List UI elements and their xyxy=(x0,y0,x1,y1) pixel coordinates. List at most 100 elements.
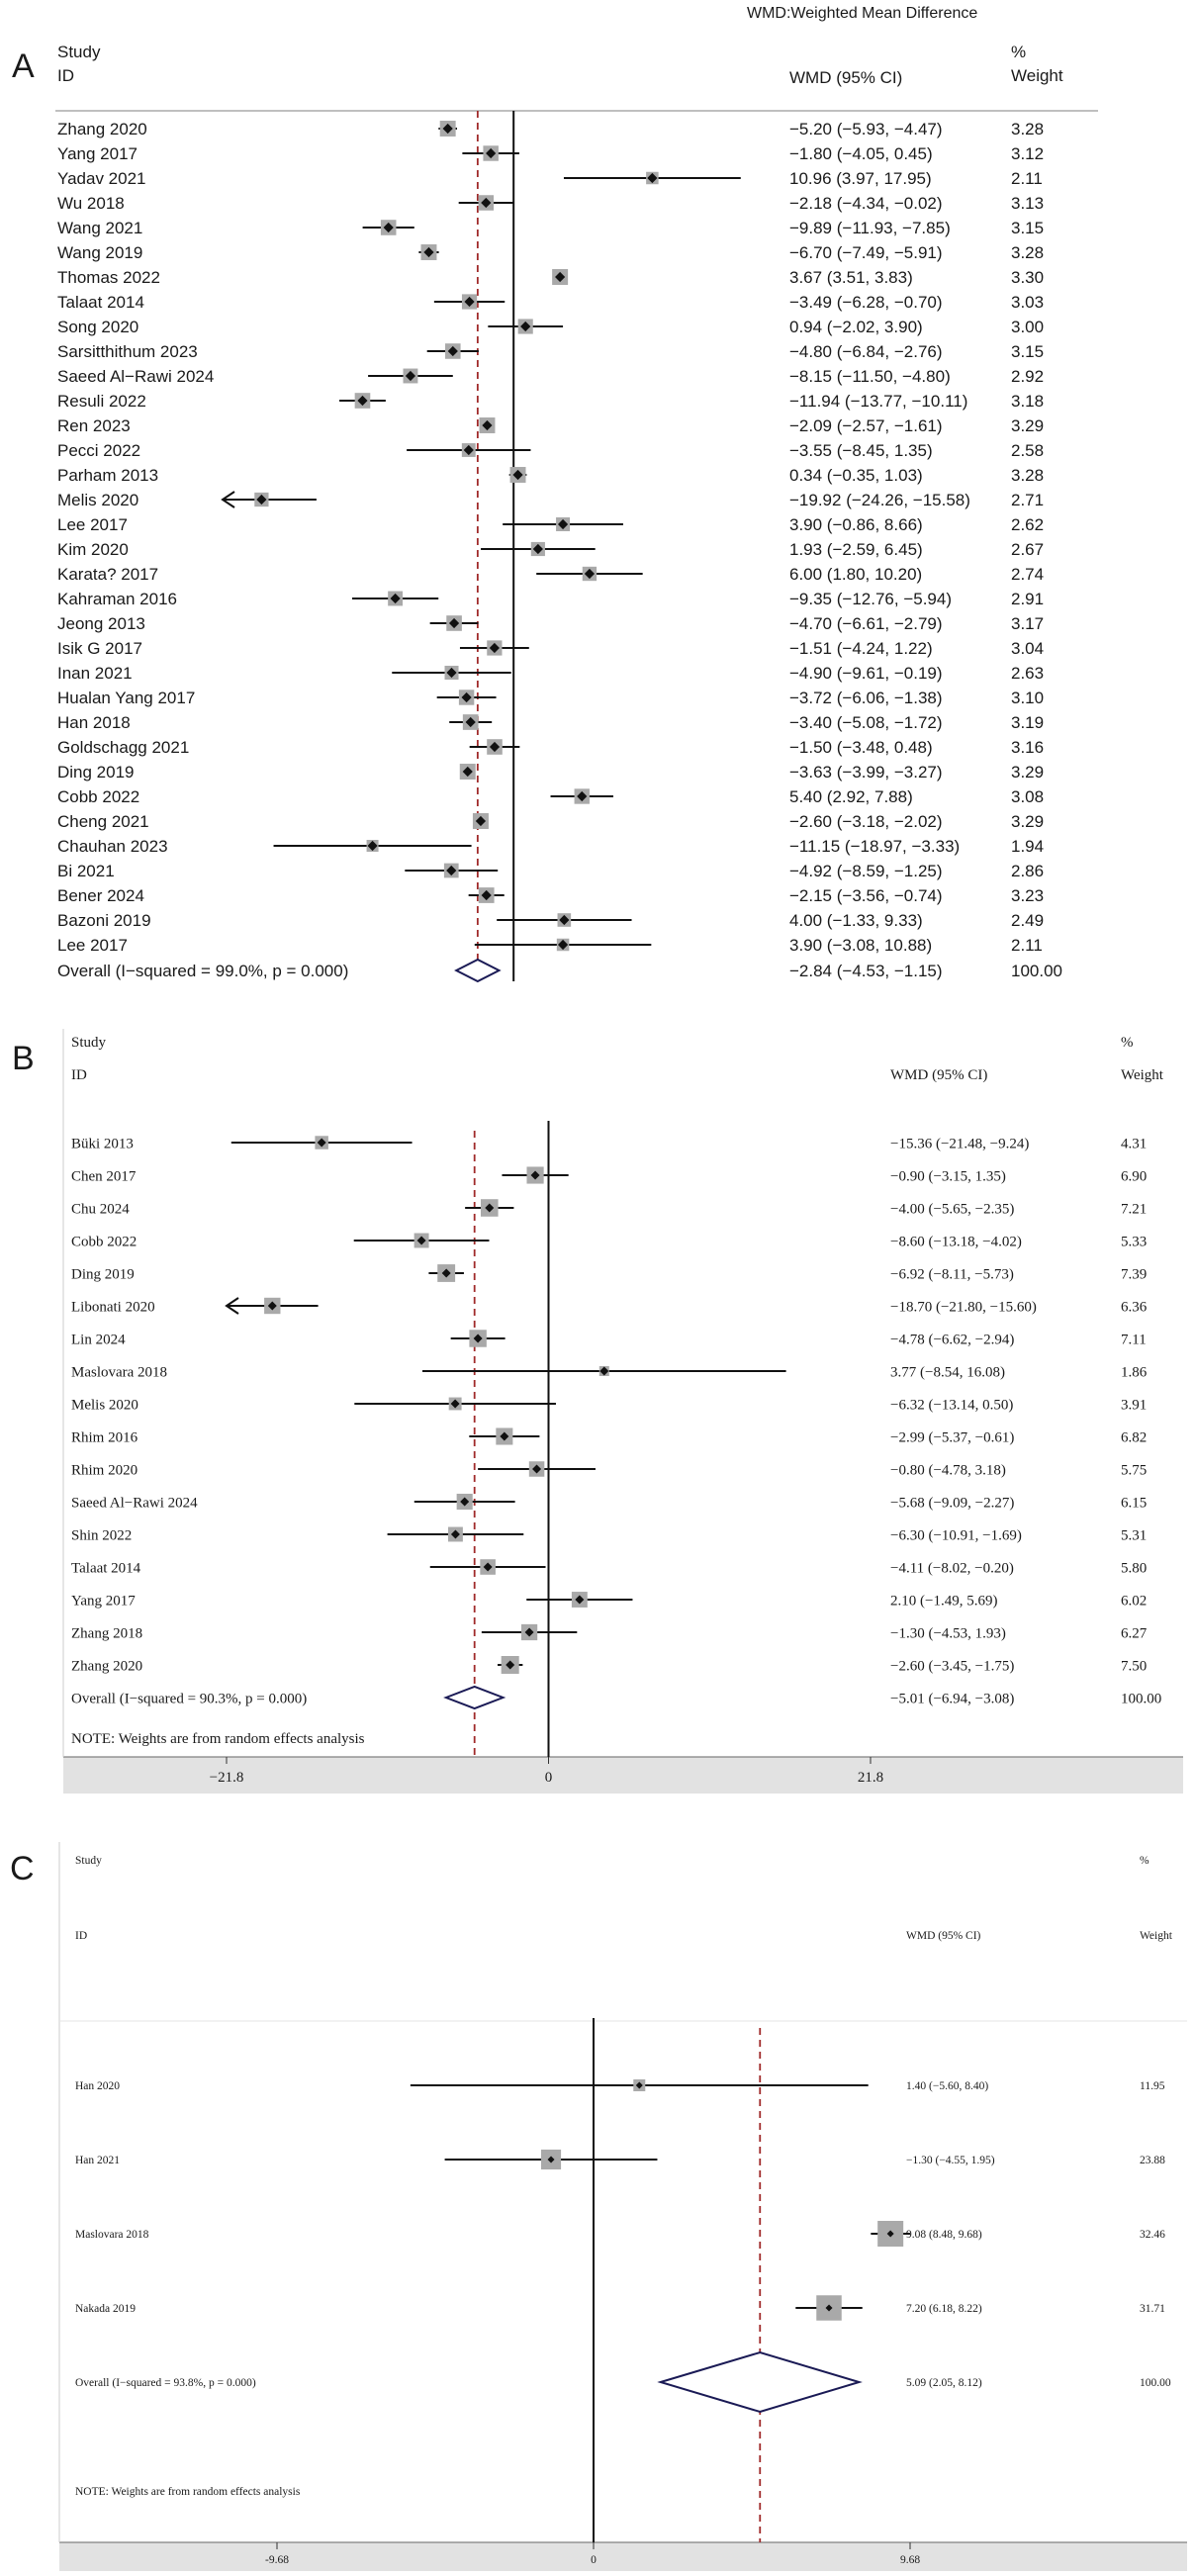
axis-tick-label: 9.68 xyxy=(900,2554,920,2566)
study-label: Zhang 2018 xyxy=(71,1625,142,1641)
study-weight: 7.11 xyxy=(1121,1332,1147,1347)
point-estimate xyxy=(530,1170,540,1180)
study-label: Melis 2020 xyxy=(57,491,138,509)
truncation-arrow xyxy=(221,491,235,508)
study-label: Zhang 2020 xyxy=(57,120,147,138)
weights-note: NOTE: Weights are from random effects an… xyxy=(75,2486,301,2498)
study-label: Saeed Al−Rawi 2024 xyxy=(71,1495,198,1511)
study-effect-ci: 3.90 (−0.86, 8.66) xyxy=(789,515,923,534)
point-estimate xyxy=(390,593,401,604)
study-weight: 5.31 xyxy=(1121,1527,1147,1543)
point-estimate xyxy=(256,494,267,506)
study-label: Chauhan 2023 xyxy=(57,837,168,856)
study-effect-ci: −2.15 (−3.56, −0.74) xyxy=(789,886,943,905)
axis-tick-label: −21.8 xyxy=(210,1770,244,1786)
study-effect-ci: −4.80 (−6.84, −2.76) xyxy=(789,342,943,361)
study-effect-ci: 0.94 (−2.02, 3.90) xyxy=(789,318,923,336)
overall-effect-ci: −5.01 (−6.94, −3.08) xyxy=(890,1691,1014,1706)
point-estimate xyxy=(506,1660,515,1670)
study-weight: 3.29 xyxy=(1011,416,1044,435)
overall-diamond xyxy=(657,2350,863,2414)
study-effect-ci: 5.40 (2.92, 7.88) xyxy=(789,787,913,806)
point-estimate xyxy=(575,1595,585,1605)
study-effect-ci: −1.80 (−4.05, 0.45) xyxy=(789,144,933,163)
axis-tick-label: -9.68 xyxy=(265,2554,289,2566)
study-label: Sarsitthithum 2023 xyxy=(57,342,198,361)
study-weight: 2.11 xyxy=(1011,169,1043,188)
study-label: Saeed Al−Rawi 2024 xyxy=(57,367,214,386)
overall-label: Overall (I−squared = 99.0%, p = 0.000) xyxy=(57,962,348,980)
study-label: Kahraman 2016 xyxy=(57,590,177,608)
point-estimate xyxy=(524,1627,534,1637)
study-weight: 6.15 xyxy=(1121,1495,1147,1511)
study-effect-ci: 3.77 (−8.54, 16.08) xyxy=(890,1364,1005,1380)
study-effect-ci: −0.90 (−3.15, 1.35) xyxy=(890,1168,1006,1184)
study-label: Hualan Yang 2017 xyxy=(57,689,195,707)
study-effect-ci: −9.35 (−12.76, −5.94) xyxy=(789,590,952,608)
study-label: Jeong 2013 xyxy=(57,614,145,633)
study-effect-ci: −6.32 (−13.14, 0.50) xyxy=(890,1397,1013,1413)
point-estimate xyxy=(475,815,487,827)
point-estimate xyxy=(483,1562,493,1572)
study-weight: 7.39 xyxy=(1121,1266,1147,1282)
study-effect-ci: 4.00 (−1.33, 9.33) xyxy=(789,911,923,930)
point-estimate xyxy=(442,123,453,135)
study-effect-ci: −1.51 (−4.24, 1.22) xyxy=(789,639,933,658)
study-label: Zhang 2020 xyxy=(71,1658,142,1674)
study-effect-ci: −6.30 (−10.91, −1.69) xyxy=(890,1527,1022,1543)
study-weight: 2.86 xyxy=(1011,862,1044,880)
study-label: Ren 2023 xyxy=(57,416,131,435)
study-effect-ci: −4.00 (−5.65, −2.35) xyxy=(890,1201,1014,1217)
study-label: Cobb 2022 xyxy=(71,1234,137,1249)
axis-band-C xyxy=(59,2542,1187,2571)
study-label: Kim 2020 xyxy=(57,540,129,559)
column-header-effect: WMD (95% CI) xyxy=(890,1067,987,1083)
study-effect-ci: −11.15 (−18.97, −3.33) xyxy=(789,837,960,856)
study-weight: 3.12 xyxy=(1011,144,1044,163)
study-effect-ci: −0.80 (−4.78, 3.18) xyxy=(890,1462,1006,1478)
study-weight: 2.92 xyxy=(1011,367,1044,386)
study-weight: 3.19 xyxy=(1011,713,1044,732)
study-weight: 3.13 xyxy=(1011,194,1044,213)
point-estimate xyxy=(559,914,570,926)
study-effect-ci: 1.40 (−5.60, 8.40) xyxy=(906,2080,988,2092)
study-weight: 2.58 xyxy=(1011,441,1044,460)
study-weight: 1.94 xyxy=(1011,837,1044,856)
study-effect-ci: −15.36 (−21.48, −9.24) xyxy=(890,1136,1029,1151)
study-weight: 5.80 xyxy=(1121,1560,1147,1576)
study-label: Parham 2013 xyxy=(57,466,158,485)
study-effect-ci: 2.10 (−1.49, 5.69) xyxy=(890,1593,997,1609)
study-effect-ci: −4.90 (−9.61, −0.19) xyxy=(789,664,943,683)
study-label: Chen 2017 xyxy=(71,1168,137,1184)
study-effect-ci: −19.92 (−24.26, −15.58) xyxy=(789,491,970,509)
study-label: Shin 2022 xyxy=(71,1527,132,1543)
study-effect-ci: −1.30 (−4.55, 1.95) xyxy=(906,2155,995,2166)
study-label: Inan 2021 xyxy=(57,664,133,683)
study-label: Isik G 2017 xyxy=(57,639,142,658)
study-weight: 3.16 xyxy=(1011,738,1044,757)
study-effect-ci: −2.09 (−2.57, −1.61) xyxy=(789,416,943,435)
axis-band-B xyxy=(63,1757,1183,1794)
point-estimate xyxy=(460,1497,470,1507)
study-label: Talaat 2014 xyxy=(71,1560,141,1576)
study-weight: 23.88 xyxy=(1140,2155,1165,2166)
point-estimate xyxy=(481,197,492,209)
column-header-id: ID xyxy=(75,1930,87,1942)
point-estimate xyxy=(584,568,596,580)
study-weight: 4.31 xyxy=(1121,1136,1147,1151)
study-label: Karata? 2017 xyxy=(57,565,158,584)
study-effect-ci: 3.67 (3.51, 3.83) xyxy=(789,268,913,287)
study-label: Bener 2024 xyxy=(57,886,144,905)
study-label: Thomas 2022 xyxy=(57,268,160,287)
study-label: Talaat 2014 xyxy=(57,293,144,312)
study-effect-ci: −3.55 (−8.45, 1.35) xyxy=(789,441,933,460)
study-effect-ci: −5.20 (−5.93, −4.47) xyxy=(789,120,943,138)
point-estimate xyxy=(486,147,497,159)
study-weight: 6.02 xyxy=(1121,1593,1147,1609)
study-label: Lin 2024 xyxy=(71,1332,126,1347)
study-weight: 7.50 xyxy=(1121,1658,1147,1674)
weights-note: NOTE: Weights are from random effects an… xyxy=(71,1731,365,1747)
overall-label: Overall (I−squared = 90.3%, p = 0.000) xyxy=(71,1691,307,1706)
